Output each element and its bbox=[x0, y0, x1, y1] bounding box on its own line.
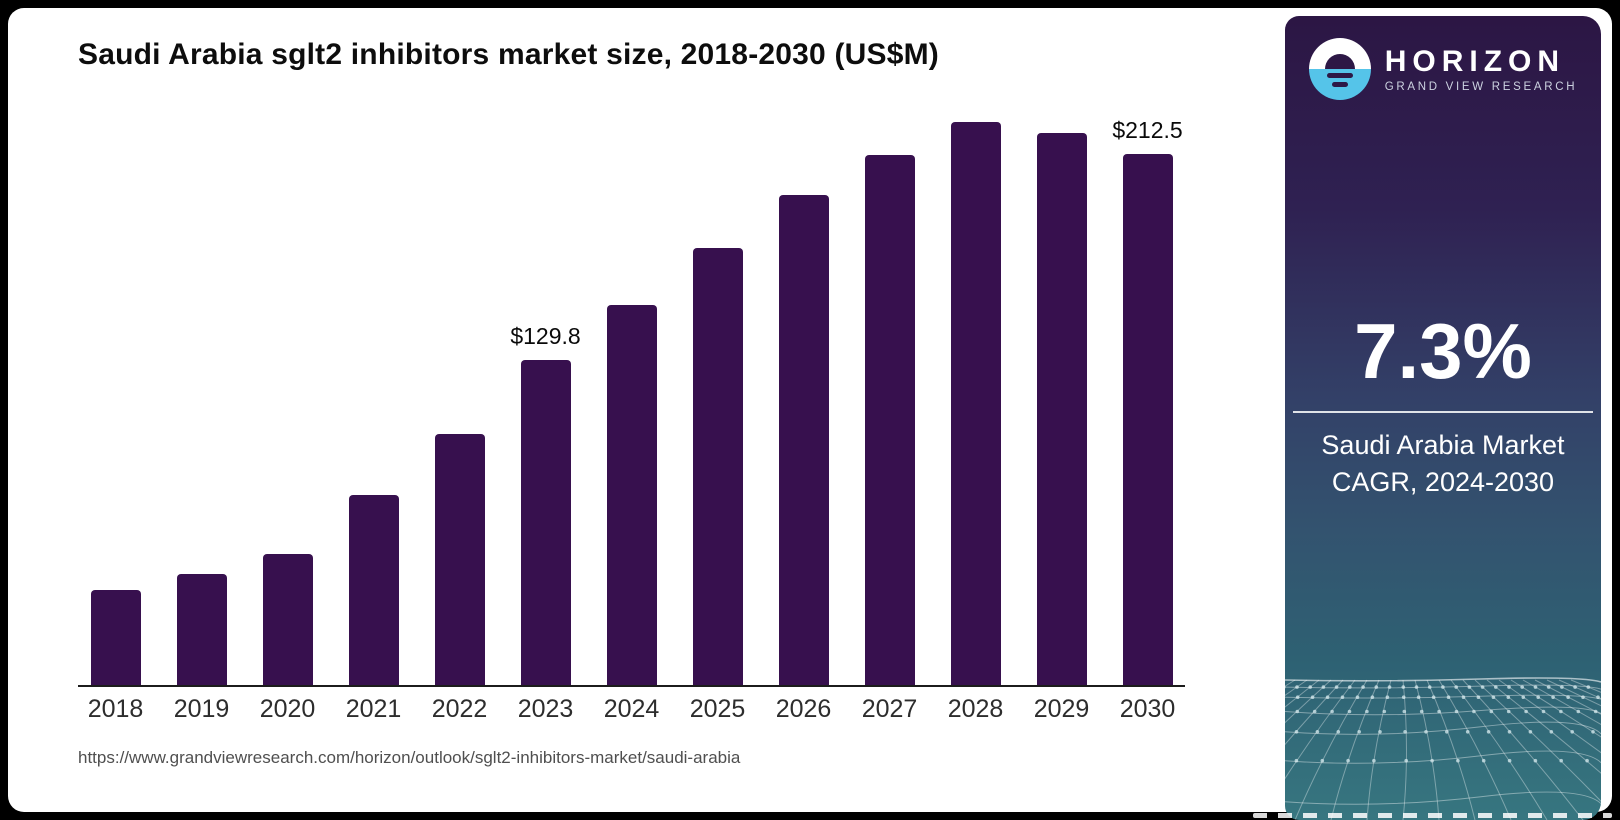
x-tick-2023: 2023 bbox=[517, 695, 574, 723]
bar-column-2025 bbox=[692, 248, 743, 685]
bar-2019 bbox=[176, 574, 227, 685]
cagr-label-line2: CAGR, 2024-2030 bbox=[1331, 467, 1555, 497]
brand-logo: HORIZON GRAND VIEW RESEARCH bbox=[1285, 38, 1601, 100]
logo-sun-shape bbox=[1324, 54, 1355, 69]
chart-area: Saudi Arabia sglt2 inhibitors market siz… bbox=[8, 8, 1293, 812]
x-tick-2026: 2026 bbox=[775, 695, 832, 723]
cagr-stat-block: 7.3% Saudi Arabia Market CAGR, 2024-2030 bbox=[1285, 311, 1601, 501]
brand-name: HORIZON bbox=[1384, 44, 1566, 78]
bar-2027 bbox=[864, 155, 915, 685]
bottom-dashed-edge bbox=[1253, 813, 1612, 818]
bar-2023 bbox=[520, 360, 571, 685]
bar-2029 bbox=[1036, 133, 1087, 685]
brand-text-block: HORIZON GRAND VIEW RESEARCH bbox=[1384, 44, 1578, 93]
source-url: https://www.grandviewresearch.com/horizo… bbox=[78, 748, 741, 767]
bar-2028 bbox=[950, 122, 1001, 685]
cagr-value: 7.3% bbox=[1354, 307, 1532, 395]
infographic-card: Saudi Arabia sglt2 inhibitors market siz… bbox=[8, 8, 1612, 820]
bar-column-2027 bbox=[864, 155, 915, 685]
bar-2021 bbox=[348, 495, 399, 685]
logo-ray-line bbox=[1331, 82, 1348, 87]
x-tick-2027: 2027 bbox=[861, 695, 918, 723]
bar-2025 bbox=[692, 248, 743, 685]
x-axis-labels: 2018 2019 2020 2021 2022 2023 2024 2025 2026 2027… bbox=[78, 695, 1185, 724]
bar-2018 bbox=[90, 590, 141, 685]
bar-column-2018 bbox=[90, 590, 141, 685]
bar-column-2023: $129.8 bbox=[510, 323, 581, 685]
bar-column-2022 bbox=[434, 434, 485, 685]
x-tick-2020: 2020 bbox=[259, 695, 316, 723]
brand-subtitle: GRAND VIEW RESEARCH bbox=[1384, 80, 1578, 93]
bar-column-2019 bbox=[176, 574, 227, 685]
logo-ray-line bbox=[1326, 73, 1353, 78]
x-tick-2021: 2021 bbox=[345, 695, 402, 723]
bar-2026 bbox=[778, 195, 829, 685]
x-tick-2025: 2025 bbox=[689, 695, 746, 723]
bar-2030 bbox=[1122, 154, 1173, 685]
bar-column-2021 bbox=[348, 495, 399, 685]
x-tick-2019: 2019 bbox=[173, 695, 230, 723]
bar-2022 bbox=[434, 434, 485, 685]
x-tick-2018: 2018 bbox=[87, 695, 144, 723]
x-tick-2022: 2022 bbox=[431, 695, 488, 723]
bar-value-label-2023: $129.8 bbox=[510, 323, 581, 349]
x-tick-2030: 2030 bbox=[1119, 695, 1176, 723]
bar-2020 bbox=[262, 554, 313, 685]
bar-value-label-2030: $212.5 bbox=[1112, 117, 1183, 143]
bar-column-2026 bbox=[778, 195, 829, 685]
chart-title: Saudi Arabia sglt2 inhibitors market siz… bbox=[78, 38, 939, 71]
cagr-label-line1: Saudi Arabia Market bbox=[1321, 430, 1565, 460]
x-tick-2028: 2028 bbox=[947, 695, 1004, 723]
bar-column-2028 bbox=[950, 122, 1001, 685]
x-tick-2029: 2029 bbox=[1033, 695, 1090, 723]
stat-divider bbox=[1293, 411, 1593, 413]
bar-column-2020 bbox=[262, 554, 313, 685]
bar-2024 bbox=[606, 305, 657, 685]
horizon-sunrise-icon bbox=[1308, 38, 1371, 100]
bar-column-2030: $212.5 bbox=[1112, 117, 1183, 685]
brand-sidebar: HORIZON GRAND VIEW RESEARCH 7.3% Saudi A… bbox=[1285, 16, 1601, 820]
bar-column-2024 bbox=[606, 305, 657, 685]
mesh-pattern bbox=[1285, 677, 1601, 820]
bar-chart-plot: $129.8 $212.5 bbox=[78, 97, 1185, 687]
cagr-label: Saudi Arabia Market CAGR, 2024-2030 bbox=[1285, 427, 1601, 501]
x-tick-2024: 2024 bbox=[603, 695, 660, 723]
bar-column-2029 bbox=[1036, 133, 1087, 685]
